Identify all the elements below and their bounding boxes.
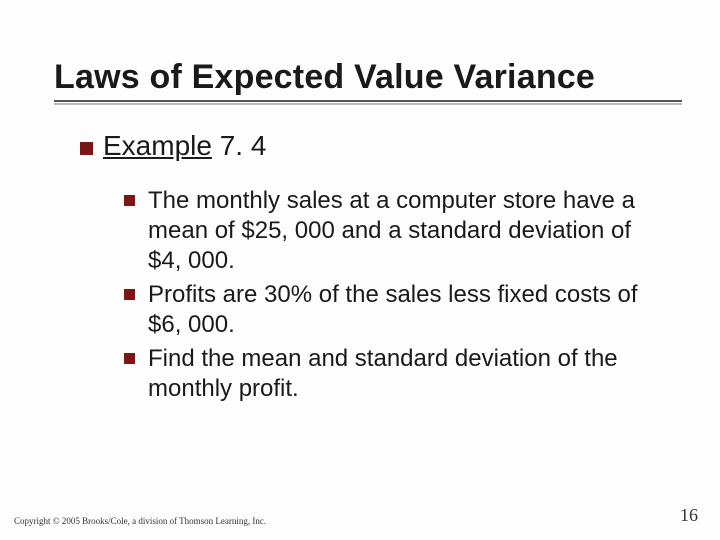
- example-number: 7. 4: [212, 130, 266, 161]
- example-heading: Example 7. 4: [103, 130, 266, 161]
- copyright-text: Copyright © 2005 Brooks/Cole, a division…: [14, 516, 266, 526]
- example-label: Example: [103, 130, 212, 161]
- sub-bullet-list: The monthly sales at a computer store ha…: [124, 186, 670, 404]
- bullet-square-icon: [80, 142, 93, 155]
- sub-bullet-item: The monthly sales at a computer store ha…: [124, 186, 670, 276]
- sub-bullet-item: Profits are 30% of the sales less fixed …: [124, 280, 670, 340]
- bullet-square-icon: [124, 289, 135, 300]
- slide-body: Example 7. 4 The monthly sales at a comp…: [80, 130, 670, 418]
- sub-bullet-item: Find the mean and standard deviation of …: [124, 344, 670, 404]
- bullet-level1: Example 7. 4 The monthly sales at a comp…: [80, 130, 670, 404]
- page-number: 16: [680, 505, 698, 526]
- sub-bullet-text: Profits are 30% of the sales less fixed …: [148, 281, 638, 338]
- bullet-square-icon: [124, 353, 135, 364]
- slide-title: Laws of Expected Value Variance: [54, 58, 680, 97]
- title-underline-top: [54, 100, 682, 102]
- sub-bullet-text: The monthly sales at a computer store ha…: [148, 187, 635, 274]
- sub-bullet-text: Find the mean and standard deviation of …: [148, 345, 618, 402]
- slide-container: Laws of Expected Value Variance Example …: [0, 0, 720, 540]
- bullet-square-icon: [124, 195, 135, 206]
- title-underline-bottom: [54, 103, 682, 105]
